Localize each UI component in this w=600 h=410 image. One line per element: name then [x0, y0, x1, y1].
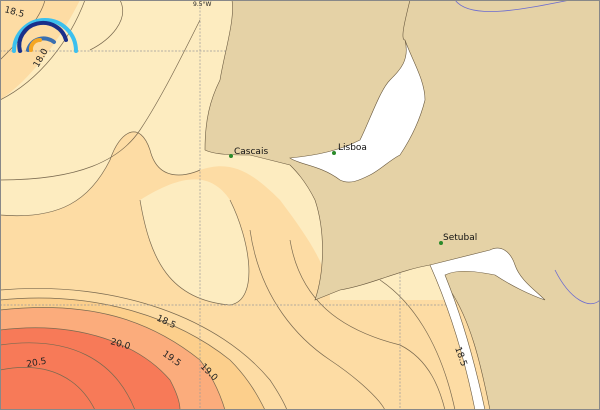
contour-label: 20.5	[26, 357, 47, 370]
sea-zone-20-5	[0, 327, 180, 410]
city-marker	[439, 241, 443, 245]
wave-arc-logo	[12, 18, 78, 53]
river	[454, 0, 571, 12]
grid-label: 9.5°W	[193, 1, 212, 8]
river	[554, 269, 600, 305]
contour-lines	[0, 0, 456, 410]
land-portugal	[204, 0, 600, 410]
sado-estuary	[429, 247, 546, 410]
city-label-lisboa: Lisboa	[338, 143, 367, 153]
city-marker	[332, 151, 336, 155]
river-tagus	[402, 0, 411, 41]
sea-zone-18-0-tongue	[140, 179, 249, 305]
city-label-cascais: Cascais	[234, 147, 268, 157]
city-label-setubal: Setubal	[443, 233, 477, 243]
city-marker	[229, 154, 233, 158]
tagus-estuary	[289, 39, 426, 183]
